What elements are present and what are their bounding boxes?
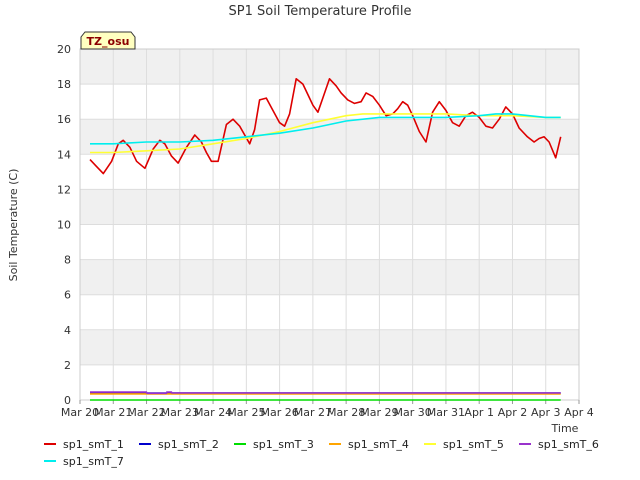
x-tick-label: Mar 25: [227, 406, 265, 419]
legend-item-sp1_smT_7: sp1_smT_7: [44, 455, 124, 468]
x-tick-label: Mar 24: [194, 406, 232, 419]
y-tick-label: 12: [57, 183, 71, 196]
chart-title: SP1 Soil Temperature Profile: [229, 4, 412, 19]
x-tick-label: Mar 27: [294, 406, 332, 419]
y-tick-label: 10: [57, 219, 71, 232]
legend-item-sp1_smT_5: sp1_smT_5: [424, 438, 504, 451]
y-tick-label: 6: [64, 289, 71, 302]
x-tick-label: Mar 21: [94, 406, 132, 419]
legend-label: sp1_smT_7: [63, 455, 124, 468]
legend-label: sp1_smT_1: [63, 438, 124, 451]
x-tick-label: Mar 28: [327, 406, 365, 419]
plot-band: [80, 154, 579, 190]
series-line-sp1_smT_6: [90, 391, 561, 395]
x-tick-label: Apr 4: [564, 406, 594, 419]
y-tick-label: 16: [57, 113, 71, 126]
x-tick-label: Apr 1: [464, 406, 494, 419]
x-tick-label: Mar 23: [161, 406, 199, 419]
legend: sp1_smT_1 sp1_smT_2 sp1_smT_3 sp1_smT_4 sp1_…: [44, 438, 599, 468]
y-tick-label: 20: [57, 43, 71, 56]
x-tick-label: Mar 30: [394, 406, 432, 419]
y-tick-label: 14: [57, 148, 71, 161]
plot-band: [80, 329, 579, 365]
series-lines: [89, 78, 562, 401]
legend-label: sp1_smT_2: [158, 438, 219, 451]
x-tick-label: Mar 31: [427, 406, 465, 419]
plot-band: [80, 189, 579, 225]
x-tick-label: Mar 26: [260, 406, 298, 419]
series-line-sp1_smT_5: [90, 113, 561, 154]
x-tick-label: Mar 22: [127, 406, 165, 419]
series-line-sp1_smT_1: [89, 78, 562, 175]
y-tick-label: 18: [57, 78, 71, 91]
tz-annotation-box: [80, 31, 136, 50]
x-axis-label: Time: [551, 422, 579, 435]
legend-label: sp1_smT_6: [538, 438, 599, 451]
legend-item-sp1_smT_6: sp1_smT_6: [519, 438, 599, 451]
plot-band: [80, 294, 579, 330]
y-tick-label: 4: [64, 324, 71, 337]
x-tick-label: Apr 2: [498, 406, 528, 419]
plot-band: [80, 224, 579, 260]
tz-annotation: TZ_osu: [80, 31, 136, 50]
y-axis-label: Soil Temperature (C): [7, 169, 20, 282]
legend-item-sp1_smT_4: sp1_smT_4: [329, 438, 409, 451]
legend-label: sp1_smT_4: [348, 438, 409, 451]
legend-item-sp1_smT_2: sp1_smT_2: [139, 438, 219, 451]
plot-band: [80, 259, 579, 295]
y-tick-label: 2: [64, 359, 71, 372]
series-line-sp1_smT_7: [90, 113, 561, 145]
x-tick-label: Apr 3: [531, 406, 561, 419]
legend-item-sp1_smT_1: sp1_smT_1: [44, 438, 124, 451]
tz-annotation-label: TZ_osu: [87, 35, 130, 48]
legend-label: sp1_smT_3: [253, 438, 314, 451]
legend-item-sp1_smT_3: sp1_smT_3: [234, 438, 314, 451]
x-tick-label: Mar 29: [360, 406, 398, 419]
legend-label: sp1_smT_5: [443, 438, 504, 451]
y-tick-label: 8: [64, 254, 71, 267]
x-tick-label: Mar 20: [61, 406, 99, 419]
y-axis-ticks: 0 2 4 6 8 10 12 14 16 18 20: [57, 43, 71, 407]
plot-band: [80, 364, 579, 400]
y-tick-label: 0: [64, 394, 71, 407]
